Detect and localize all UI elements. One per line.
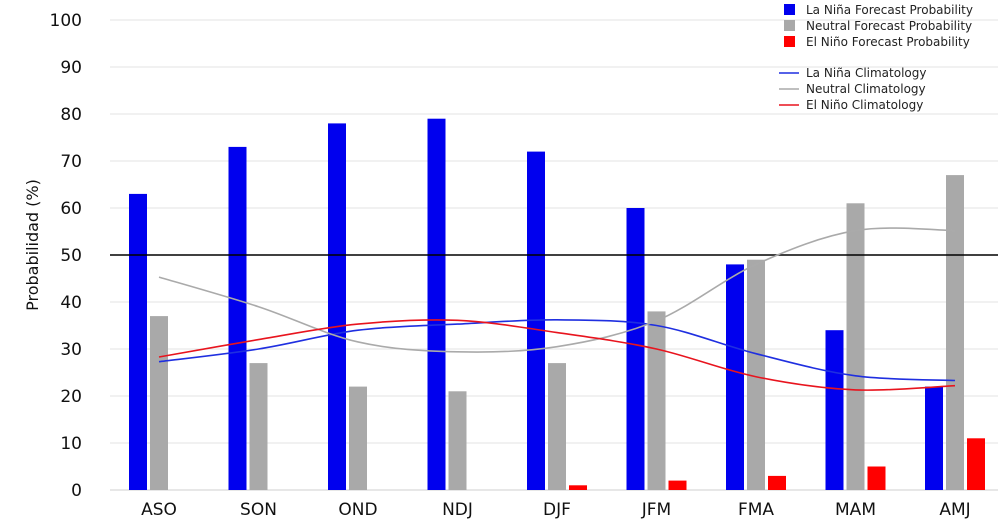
y-tick-label: 70 — [60, 152, 82, 172]
bar — [846, 203, 865, 491]
legend-swatch — [784, 4, 795, 15]
x-tick-label: DJF — [543, 500, 571, 520]
x-tick-label: FMA — [738, 500, 774, 520]
climatology-lines — [158, 227, 956, 391]
legend-label: La Niña Climatology — [806, 66, 926, 80]
bar — [768, 475, 786, 490]
y-tick-label: 80 — [60, 105, 82, 125]
x-tick-label: OND — [338, 500, 377, 520]
bar — [569, 485, 587, 490]
climatology-line — [158, 319, 956, 391]
legend-swatch — [784, 20, 795, 31]
x-axis-ticks: ASO SON OND NDJ DJF JFM FMA MAM AMJ — [141, 500, 971, 520]
legend-label: Neutral Forecast Probability — [806, 19, 972, 33]
y-tick-label: 50 — [60, 246, 82, 266]
bar — [349, 386, 367, 490]
bar — [647, 311, 666, 490]
bar — [548, 363, 566, 490]
y-tick-label: 20 — [60, 387, 82, 407]
climatology-line — [158, 227, 956, 353]
x-tick-label: ASO — [141, 500, 177, 520]
legend: La Niña Forecast Probability Neutral Fore… — [779, 3, 973, 112]
x-tick-label: NDJ — [442, 500, 473, 520]
bar — [825, 330, 844, 490]
bar — [150, 316, 168, 490]
bar — [328, 123, 346, 491]
bar — [726, 264, 744, 490]
bar — [129, 193, 147, 490]
x-tick-label: SON — [240, 500, 277, 520]
y-tick-label: 60 — [60, 199, 82, 219]
y-tick-label: 100 — [50, 11, 82, 31]
y-tick-label: 40 — [60, 293, 82, 313]
bar — [668, 480, 687, 490]
legend-swatch — [784, 36, 795, 47]
y-tick-label: 30 — [60, 340, 82, 360]
legend-label: El Niño Forecast Probability — [806, 35, 970, 49]
legend-label: El Niño Climatology — [806, 98, 923, 112]
bar — [946, 175, 964, 490]
bar — [427, 118, 446, 490]
y-axis-ticks: 0 10 20 30 40 50 60 70 80 90 100 — [50, 11, 82, 501]
y-tick-label: 90 — [60, 58, 82, 78]
bar — [228, 146, 247, 490]
legend-label: Neutral Climatology — [806, 82, 926, 96]
bar — [967, 438, 985, 490]
climatology-line — [158, 319, 956, 382]
bars — [129, 118, 985, 491]
bar — [448, 391, 467, 490]
bar — [925, 386, 943, 490]
x-tick-label: JFM — [641, 500, 671, 520]
bar — [249, 363, 268, 490]
y-tick-label: 0 — [71, 481, 82, 501]
bar — [747, 259, 765, 490]
bar — [626, 208, 645, 490]
y-tick-label: 10 — [60, 434, 82, 454]
bar — [867, 466, 886, 490]
x-tick-label: AMJ — [939, 500, 970, 520]
legend-label: La Niña Forecast Probability — [806, 3, 973, 17]
y-axis-label: Probabilidad (%) — [23, 179, 42, 311]
x-tick-label: MAM — [835, 500, 876, 520]
